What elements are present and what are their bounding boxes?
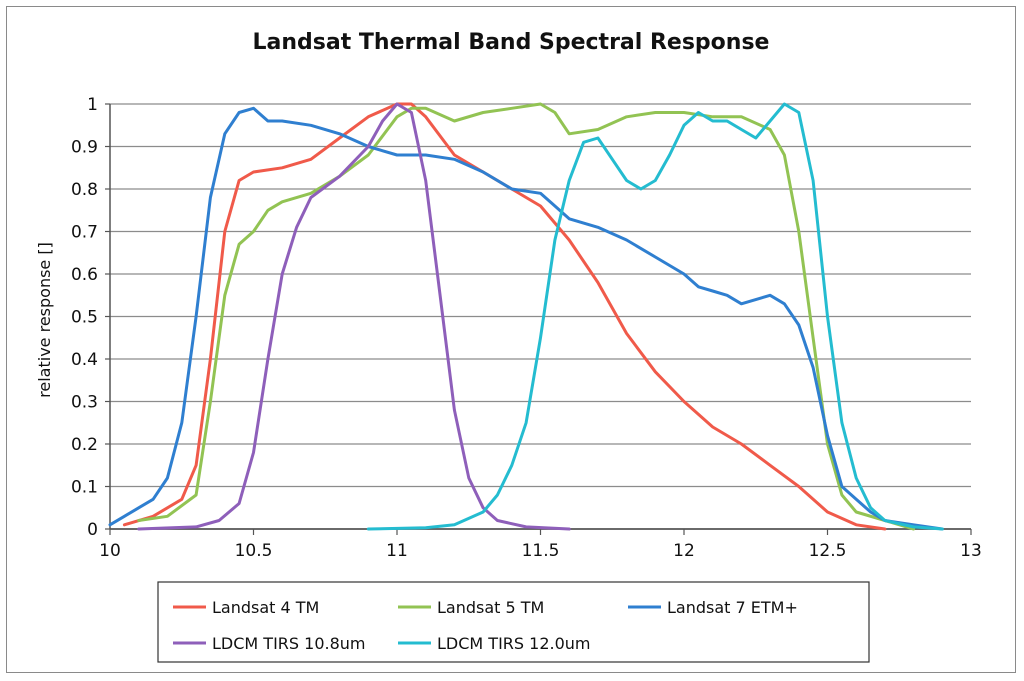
legend-label: Landsat 5 TM (437, 598, 544, 617)
y-tick-label: 0.4 (71, 350, 98, 370)
y-tick-label: 0.8 (71, 180, 98, 200)
x-tick-label: 10 (99, 541, 121, 561)
legend-label: LDCM TIRS 12.0um (437, 634, 591, 653)
legend-label: Landsat 4 TM (212, 598, 319, 617)
x-tick-label: 12 (673, 541, 695, 561)
series-line-4 (137, 102, 571, 531)
x-tick-label: 12.5 (809, 541, 847, 561)
grid-lines (109, 103, 971, 530)
x-tick-label: 10.5 (235, 541, 273, 561)
y-tick-label: 0.1 (71, 478, 98, 498)
y-tick-label: 0.6 (71, 265, 98, 285)
y-axis-label: relative response [] (35, 242, 54, 398)
legend: Landsat 4 TM Landsat 5 TM Landsat 7 ETM+ LD… (157, 581, 870, 663)
series-lines (108, 102, 944, 531)
y-tick-label: 1 (87, 95, 98, 115)
chart-title: Landsat Thermal Band Spectral Response (253, 30, 770, 55)
y-tick-label: 0.3 (71, 393, 98, 413)
legend-label: Landsat 7 ETM+ (667, 598, 798, 617)
x-tick-label: 11.5 (522, 541, 560, 561)
legend-label: LDCM TIRS 10.8um (212, 634, 366, 653)
x-axis-ticks: 10 10.5 11 11.5 12 12.5 13 (99, 529, 982, 561)
y-tick-label: 0.9 (71, 138, 98, 158)
y-axis-ticks: 0 0.1 0.2 0.3 0.4 0.5 0.6 0.7 0.8 0.9 1 (71, 95, 110, 540)
chart-frame: Landsat Thermal Band Spectral Response 0… (6, 6, 1016, 673)
series-line-3 (108, 106, 944, 531)
x-tick-label: 13 (960, 541, 982, 561)
y-tick-label: 0 (87, 520, 98, 540)
y-tick-label: 0.2 (71, 435, 98, 455)
y-tick-label: 0.7 (71, 223, 98, 243)
x-tick-label: 11 (386, 541, 408, 561)
chart-svg: Landsat Thermal Band Spectral Response 0… (35, 30, 982, 663)
legend-box (157, 581, 870, 663)
series-line-2 (137, 102, 916, 531)
y-tick-label: 0.5 (71, 308, 98, 328)
series-line-5 (366, 102, 944, 531)
series-line-1 (122, 102, 887, 531)
